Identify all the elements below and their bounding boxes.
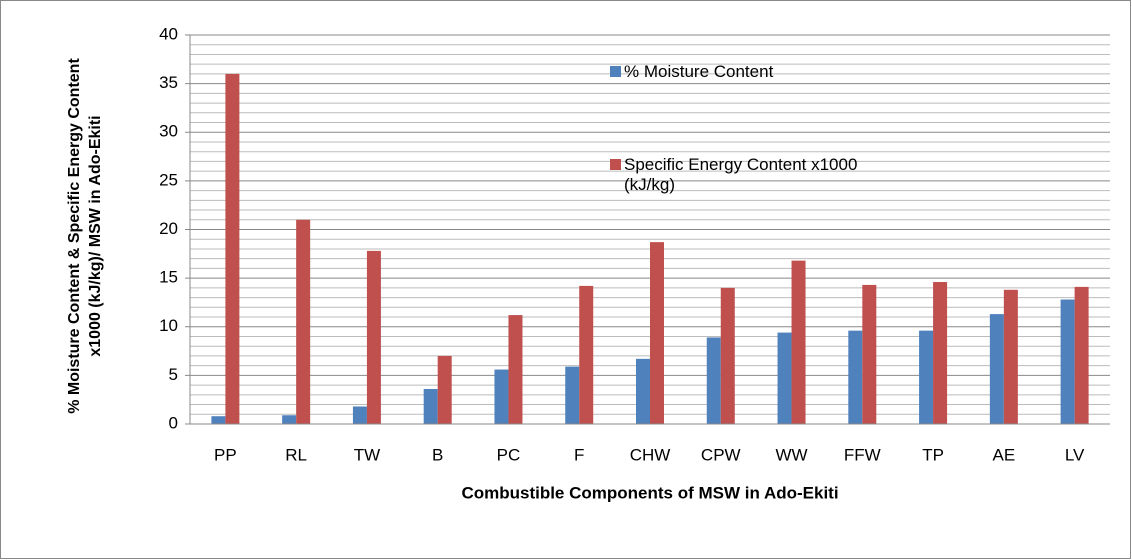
bar <box>211 416 226 424</box>
x-tick-label: WW <box>775 445 807 464</box>
bar <box>1074 286 1089 424</box>
bar <box>777 332 792 424</box>
y-tick-label: 15 <box>159 268 178 287</box>
legend-entry: Specific Energy Content x1000 (kJ/kg) <box>610 155 910 195</box>
x-tick-label: CHW <box>630 445 671 464</box>
bar <box>366 250 381 424</box>
x-tick-label: F <box>574 445 584 464</box>
x-tick-label: AE <box>993 445 1016 464</box>
bar <box>1060 299 1075 424</box>
bar <box>352 406 367 424</box>
bar <box>437 355 452 424</box>
bar <box>1003 289 1018 424</box>
bar <box>720 287 735 424</box>
legend-entry: % Moisture Content <box>610 62 773 82</box>
x-tick-label: PC <box>497 445 521 464</box>
y-tick-label: 35 <box>159 73 178 92</box>
x-tick-label: CPW <box>701 445 741 464</box>
bar <box>919 330 934 424</box>
x-axis-label: Combustible Components of MSW in Ado-Eki… <box>461 483 838 502</box>
bar <box>225 73 240 425</box>
bar <box>989 314 1004 424</box>
bar <box>636 358 650 424</box>
y-tick-label: 5 <box>169 365 178 384</box>
legend-label: Specific Energy Content x1000 (kJ/kg) <box>624 155 858 194</box>
legend-swatch <box>610 66 621 77</box>
bar <box>791 260 806 424</box>
y-axis-label: % Moisture Content & Specific Energy Con… <box>66 58 104 414</box>
x-tick-label: RL <box>285 445 307 464</box>
bar <box>862 284 877 424</box>
y-tick-label: 25 <box>159 170 178 189</box>
bar <box>933 282 948 424</box>
x-tick-label: TP <box>922 445 944 464</box>
bar <box>282 415 297 424</box>
bar <box>296 219 311 424</box>
x-tick-label: PP <box>214 445 237 464</box>
bar <box>494 369 509 424</box>
bar <box>579 285 594 424</box>
bar <box>423 388 438 424</box>
y-tick-label: 20 <box>159 219 178 238</box>
bar <box>508 315 523 424</box>
legend-label: % Moisture Content <box>624 62 774 81</box>
x-tick-label: FFW <box>844 445 881 464</box>
legend-swatch <box>610 159 621 170</box>
y-tick-label: 0 <box>169 413 178 432</box>
bar <box>650 242 664 424</box>
x-tick-label: TW <box>354 445 380 464</box>
y-tick-label: 30 <box>159 122 178 141</box>
y-tick-label: 40 <box>159 24 178 43</box>
x-tick-label: LV <box>1065 445 1085 464</box>
x-tick-label: B <box>432 445 443 464</box>
bar <box>706 337 721 424</box>
bar <box>848 330 863 424</box>
y-tick-label: 10 <box>159 316 178 335</box>
bar <box>565 366 580 424</box>
